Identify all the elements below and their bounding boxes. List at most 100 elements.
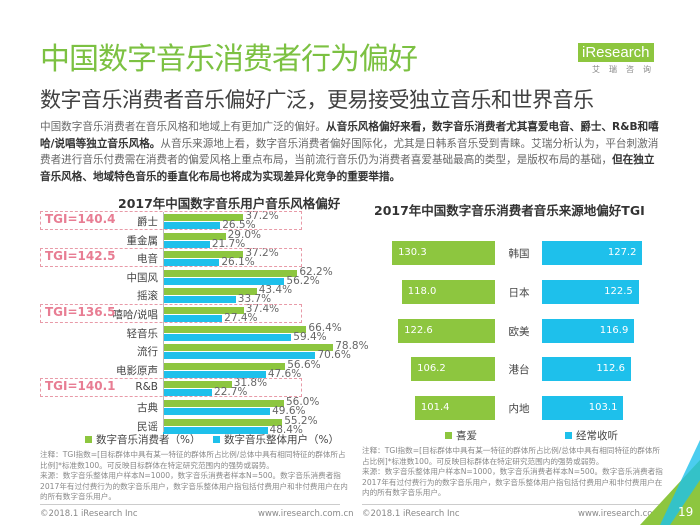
bar-all-users — [163, 259, 220, 267]
website: www.iresearch.com.cn — [258, 509, 354, 519]
legend-swatch-blue — [213, 436, 220, 443]
website: www.iresearch.com.cn — [578, 509, 674, 519]
value-label-consumers: 31.8% — [233, 377, 268, 390]
corner-decoration — [640, 440, 700, 525]
page-title: 中国数字音乐消费者行为偏好 — [40, 42, 418, 77]
bar-all-users — [163, 240, 210, 248]
paragraph-segment: 中国数字音乐消费者在音乐风格和地域上有更加广泛的偏好。 — [40, 121, 327, 133]
bar-listen: 127.2 — [542, 241, 643, 265]
legend-all-users: 数字音乐整体用户（%） — [213, 432, 339, 447]
bar-all-users — [163, 389, 213, 397]
bar-like: 118.0 — [401, 279, 495, 304]
bar-all-users — [163, 277, 285, 285]
legend-label: 数字音乐整体用户（%） — [224, 434, 339, 446]
tgi-annotation-box: TGI=136.5 — [40, 304, 302, 323]
right-notes: 注释：TGI指数=[目标群体中具有某一特征的群体所占比例/总体中具有相同特征的群… — [362, 446, 667, 499]
tgi-note: 注释：TGI指数=[目标群体中具有某一特征的群体所占比例/总体中具有相同特征的群… — [362, 446, 661, 466]
value-label-all-users: 33.7% — [237, 293, 272, 306]
page-number: 19 — [678, 505, 694, 519]
value-label-consumers: 78.8% — [335, 340, 369, 353]
legend-label: 经常收听 — [576, 430, 618, 442]
bar-consumers — [163, 400, 284, 407]
iresearch-logo: iResearch 艾瑞咨询 — [578, 42, 660, 75]
bar-like: 106.2 — [411, 357, 495, 382]
bar-consumers — [163, 418, 283, 426]
bar-consumers — [163, 325, 307, 333]
value-label-all-users: 48.4% — [269, 423, 303, 436]
summary-paragraph: 中国数字音乐消费者在音乐风格和地域上有更加广泛的偏好。从音乐风格偏好来看，数字音… — [40, 119, 665, 185]
bar-all-users — [163, 426, 268, 434]
value-label-all-users: 70.6% — [317, 349, 351, 362]
paragraph-segment: 从音乐来源地上看，数字音乐消费者偏好国际化，尤其是日韩系音乐受到青睐。艾瑞分析认… — [40, 137, 659, 167]
legend-swatch-blue — [565, 432, 572, 439]
source-note: 来源：数字音乐整体用户样本N=1000，数字音乐消费者样本N=500。数字音乐消… — [362, 467, 663, 497]
category-label: 摇滚 — [137, 290, 158, 303]
category-label: 古典 — [137, 402, 158, 414]
bar-all-users — [163, 296, 236, 304]
divider — [362, 504, 662, 505]
value-label-consumers: 37.4% — [245, 303, 280, 315]
bar-all-users — [163, 352, 316, 360]
legend-listen: 经常收听 — [565, 428, 618, 443]
bar-consumers — [163, 307, 244, 314]
tgi-label: TGI=136.5 — [45, 305, 116, 319]
value-label-consumers: 43.4% — [258, 284, 293, 297]
logo-brand: iResearch — [578, 43, 654, 62]
region-label: 内地 — [508, 403, 530, 416]
value-label-all-users: 49.6% — [272, 405, 306, 417]
bar-consumers — [163, 288, 257, 296]
bar-all-users — [163, 333, 292, 341]
tgi-label: TGI=140.4 — [45, 212, 116, 226]
value-label-consumers: 56.6% — [287, 358, 321, 371]
paragraph-segment: 从音乐风格偏好来看，数字音乐消费者尤其喜爱电音、爵士、R&B和嘻哈/说唱等独立音… — [40, 121, 659, 150]
value-label-all-users: 59.4% — [293, 330, 327, 343]
category-label: 爵士 — [137, 216, 158, 228]
bar-consumers — [163, 344, 334, 352]
value-label-consumers: 55.2% — [284, 414, 318, 427]
source-note: 来源：数字音乐整体用户样本N=1000，数字音乐消费者样本N=500。数字音乐消… — [40, 471, 348, 501]
region-label: 日本 — [508, 286, 530, 299]
value-label-all-users: 21.7% — [211, 237, 246, 250]
style-chart-axis — [163, 212, 164, 432]
bar-listen: 116.9 — [542, 318, 635, 343]
bar-like: 130.3 — [392, 241, 495, 265]
bar-all-users — [163, 370, 266, 378]
legend-consumers: 数字音乐消费者（%） — [85, 432, 200, 447]
legend-label: 数字音乐消费者（%） — [96, 434, 201, 446]
region-label: 韩国 — [508, 248, 530, 260]
bar-consumers — [163, 381, 232, 389]
category-label: 流行 — [137, 346, 158, 359]
legend-swatch-green — [85, 436, 92, 443]
region-chart-title: 2017年中国数字音乐消费者音乐来源地偏好TGI — [374, 203, 645, 218]
bar-like: 122.6 — [398, 318, 495, 343]
bar-listen: 112.6 — [542, 357, 631, 382]
value-label-consumers: 66.4% — [308, 321, 342, 334]
bar-consumers — [163, 269, 298, 277]
bar-all-users — [163, 408, 271, 415]
category-label: 轻音乐 — [126, 327, 159, 340]
category-label: 民谣 — [137, 420, 158, 433]
bar-listen: 103.1 — [542, 396, 624, 421]
value-label-all-users: 47.6% — [267, 367, 302, 380]
legend-label: 喜爱 — [456, 430, 477, 442]
bar-all-users — [163, 315, 223, 322]
category-label: R&B — [135, 381, 158, 394]
value-label-consumers: 29.0% — [227, 228, 261, 241]
legend-like: 喜爱 — [445, 428, 477, 443]
copyright: ©2018.1 iResearch Inc — [362, 509, 460, 519]
bar-consumers — [163, 251, 244, 259]
paragraph-segment: 但在独立音乐风格、地域特色音乐的垂直化布局也将成为实现差异化竞争的重要举措。 — [40, 154, 655, 183]
region-label: 欧美 — [508, 325, 530, 338]
bar-like: 101.4 — [414, 396, 495, 421]
divider — [40, 504, 340, 505]
tgi-annotation-box: TGI=142.5 — [40, 248, 302, 268]
tgi-annotation-box: TGI=140.1 — [40, 378, 302, 398]
left-notes: 注释：TGI指数=[目标群体中具有某一特征的群体所占比例/总体中具有相同特征的群… — [40, 450, 350, 503]
tgi-label: TGI=140.1 — [45, 379, 116, 394]
category-label: 重金属 — [126, 234, 159, 247]
bar-listen: 122.5 — [542, 279, 639, 304]
category-label: 嘻哈/说唱 — [112, 309, 158, 321]
bar-consumers — [163, 362, 286, 370]
copyright: ©2018.1 iResearch Inc — [40, 509, 138, 519]
bar-consumers — [163, 232, 226, 240]
